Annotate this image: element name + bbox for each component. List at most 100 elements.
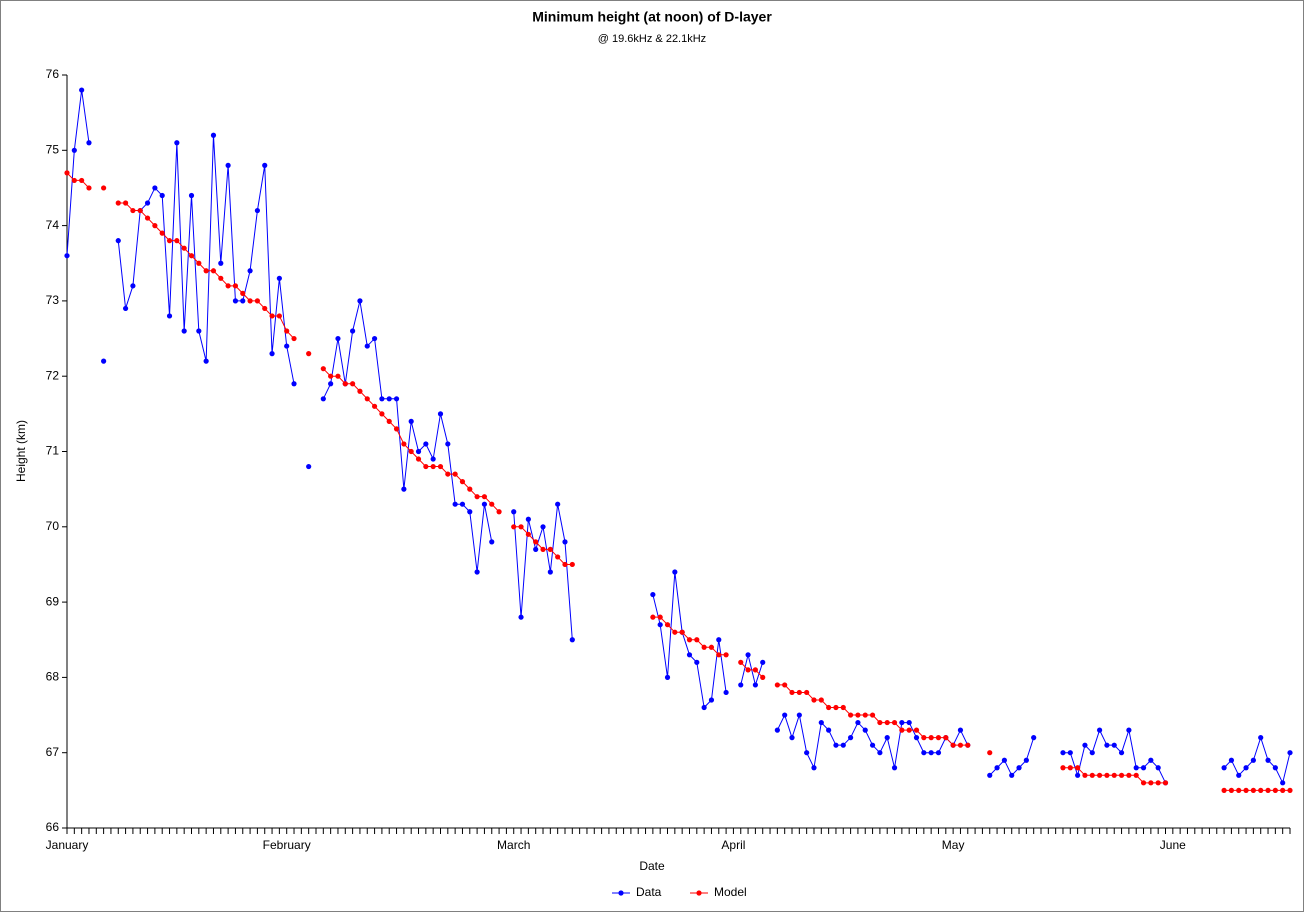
data-point [1126,772,1132,778]
data-point [71,147,77,153]
data-point [1001,757,1007,763]
data-point [64,253,70,259]
data-point [569,561,575,568]
data-point [196,328,202,334]
data-point [386,418,392,424]
data-point [789,689,795,696]
data-point [71,177,77,184]
data-point [115,200,121,206]
data-point [847,712,854,718]
data-point [254,207,261,214]
data-point [437,411,444,417]
data-point [818,719,824,726]
data-point [86,185,92,191]
data-point [1155,780,1161,786]
data-point [232,298,239,304]
data-point [430,456,436,462]
data-point [101,358,107,364]
data-point [188,253,195,259]
data-point [415,448,422,455]
data-point [928,750,934,756]
data-point [562,561,568,568]
data-point [650,591,656,598]
data-point [1060,765,1066,771]
y-tick-label: 72 [46,368,60,382]
data-point [1236,787,1242,793]
data-point [320,366,326,372]
data-point [840,742,846,748]
data-point [540,546,546,552]
data-point [481,501,488,507]
data-point [489,539,495,545]
data-point [1228,757,1235,763]
data-point [672,629,678,635]
data-point [1082,772,1088,778]
data-point [328,381,334,387]
data-point [284,328,290,334]
y-tick-label: 66 [46,820,60,834]
data-point [1221,787,1227,793]
y-axis-title: Height (km) [14,420,28,482]
data-point [745,667,751,673]
data-point [511,509,517,515]
data-point [884,719,890,726]
data-point [804,689,810,696]
data-point [166,313,173,319]
data-point [555,554,561,560]
data-point [935,750,942,756]
data-point [877,719,883,726]
legend-label: Data [636,885,662,899]
data-point [276,275,282,281]
data-point [371,403,378,409]
data-point [408,418,414,424]
x-tick-label: May [942,838,965,852]
data-point [122,305,129,312]
data-point [855,719,861,726]
data-point [906,719,912,726]
data-point [130,283,136,289]
legend-marker [696,890,702,896]
data-point [789,735,795,741]
data-point [291,381,297,387]
data-point [701,644,707,650]
data-point [694,637,700,643]
data-point [518,614,524,620]
data-point [269,351,275,357]
data-point [144,200,151,206]
data-point [518,524,524,530]
data-point [335,335,341,342]
data-point [152,223,158,229]
data-point [965,742,971,748]
data-point [811,697,817,703]
data-point [445,441,451,447]
data-point [1060,750,1066,756]
data-point [1228,787,1235,793]
data-point [262,305,268,312]
data-point [1221,765,1227,771]
data-point [921,735,927,741]
data-point [1133,765,1139,771]
data-point [1023,757,1029,763]
data-point [1104,772,1110,778]
data-point [276,313,282,319]
data-point [547,569,553,575]
data-point [782,712,788,718]
data-point [833,704,839,711]
data-point [181,328,187,334]
data-point [1280,780,1286,786]
data-point [804,750,810,756]
data-point [64,170,70,176]
data-point [899,727,905,733]
data-point [225,283,231,289]
data-point [957,727,964,733]
data-point [723,652,729,658]
data-point [525,516,531,522]
data-point [1089,772,1095,778]
data-point [86,140,92,146]
data-point [1118,750,1125,756]
data-point [796,712,802,718]
data-point [489,501,495,507]
data-point [664,674,671,681]
data-point [1148,780,1154,786]
data-point [672,569,678,575]
